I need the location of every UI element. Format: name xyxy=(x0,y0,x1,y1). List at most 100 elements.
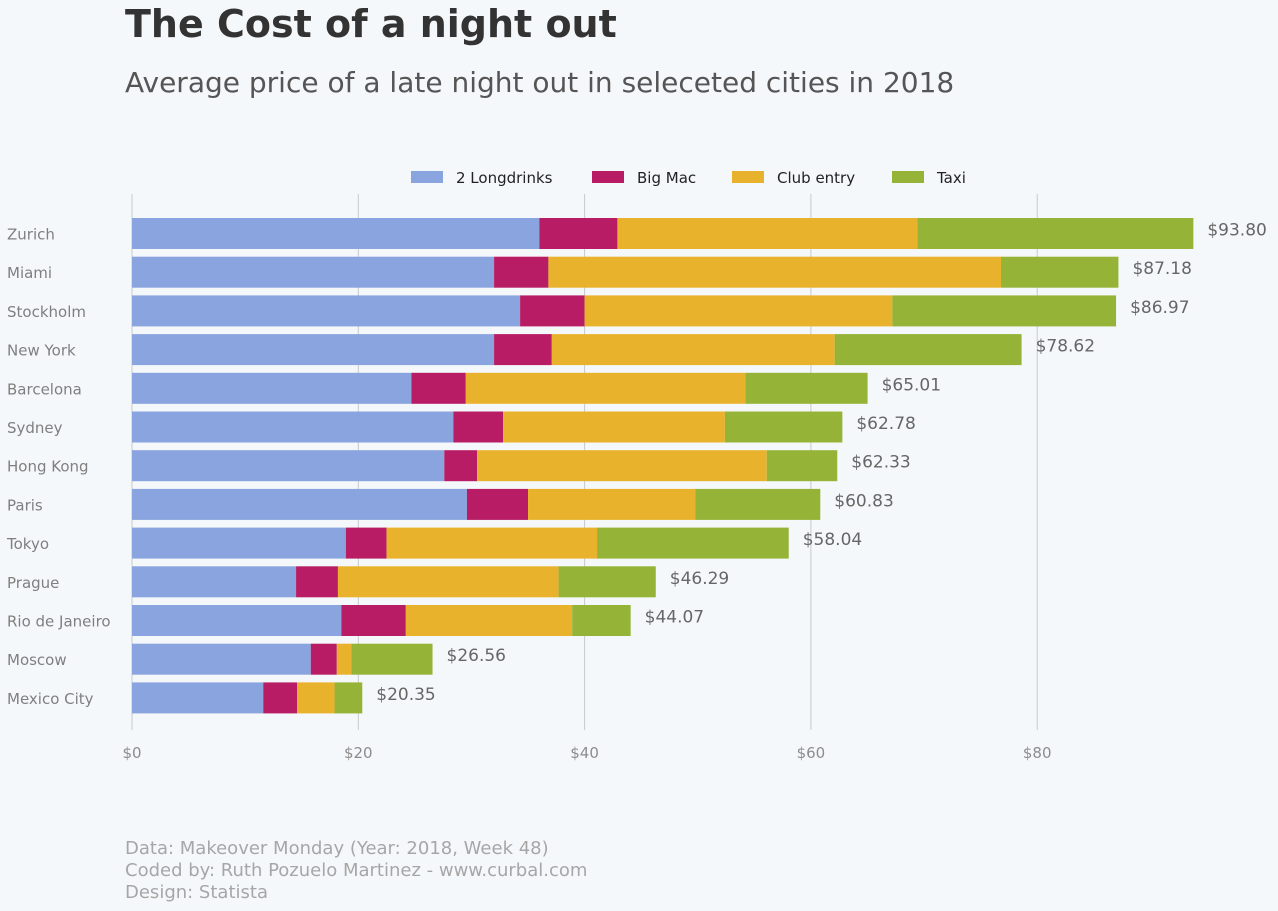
total-label: $62.78 xyxy=(856,414,915,434)
footer-credits: Data: Makeover Monday (Year: 2018, Week … xyxy=(125,838,587,904)
bar-segment xyxy=(539,218,618,249)
x-tick-label: $60 xyxy=(797,744,826,762)
bar-segment xyxy=(132,566,297,598)
total-label: $78.62 xyxy=(1036,337,1095,357)
bar-segment xyxy=(310,643,337,675)
category-label: Barcelona xyxy=(7,380,82,398)
bar-segment xyxy=(503,411,725,443)
total-label: $58.04 xyxy=(803,530,862,550)
legend-swatch xyxy=(592,171,624,183)
bar-segment xyxy=(132,488,467,520)
bar-segment xyxy=(892,295,1117,327)
bar-segment xyxy=(477,450,767,482)
category-label: Zurich xyxy=(7,226,55,244)
category-labels: Zurich Miami Stockholm New York Barcelona Syd… xyxy=(6,226,111,708)
bar-segment xyxy=(494,256,549,288)
bar-segment xyxy=(745,372,868,404)
bar-segment xyxy=(132,218,540,249)
bar-segment xyxy=(584,295,893,327)
total-label: $20.35 xyxy=(376,685,435,705)
category-label: Stockholm xyxy=(7,303,86,321)
legend-label: Big Mac xyxy=(637,169,696,187)
chart-title: The Cost of a night out xyxy=(125,2,617,46)
bar-segment xyxy=(263,682,298,714)
bar-segment xyxy=(405,605,573,636)
bar-segment xyxy=(132,450,445,482)
bar-segment xyxy=(132,643,311,675)
bar-segment xyxy=(132,605,342,636)
bar-segment xyxy=(444,450,478,482)
legend-label: Taxi xyxy=(936,169,966,187)
category-label: Tokyo xyxy=(6,535,49,553)
footer-data-source: Data: Makeover Monday (Year: 2018, Week … xyxy=(125,838,549,859)
bar-segment xyxy=(296,566,338,598)
legend-swatch xyxy=(892,171,924,183)
bar-segment xyxy=(132,334,495,366)
chart-subtitle: Average price of a late night out in sel… xyxy=(125,66,955,99)
total-label: $86.97 xyxy=(1130,298,1189,318)
x-axis-ticks: $0 $20 $40 $60 $80 xyxy=(122,744,1051,762)
bar-segment xyxy=(337,566,559,598)
x-tick-label: $0 xyxy=(122,744,141,762)
bar-segment xyxy=(132,295,521,327)
legend-label: Club entry xyxy=(777,169,855,187)
bar-segment xyxy=(334,682,363,714)
category-label: Paris xyxy=(7,496,43,514)
bar-segment xyxy=(766,450,838,482)
x-tick-label: $40 xyxy=(570,744,599,762)
category-label: Miami xyxy=(7,264,52,282)
bar-segment xyxy=(386,527,598,559)
category-label: Prague xyxy=(7,574,59,592)
bars xyxy=(132,218,1194,714)
footer-design: Design: Statista xyxy=(125,882,268,903)
total-label: $46.29 xyxy=(670,569,729,589)
bar-segment xyxy=(351,643,433,675)
bar-segment xyxy=(572,605,631,636)
legend-swatch xyxy=(411,171,443,183)
total-labels: $93.80 $87.18 $86.97 $78.62 $65.01 $62.78 $62.… xyxy=(376,221,1267,705)
total-label: $87.18 xyxy=(1132,259,1191,279)
bar-segment xyxy=(132,527,346,559)
bar-segment xyxy=(834,334,1022,366)
x-tick-label: $20 xyxy=(344,744,373,762)
bar-segment xyxy=(548,256,1001,288)
bar-segment xyxy=(345,527,387,559)
bar-segment xyxy=(551,334,835,366)
bar-segment xyxy=(724,411,843,443)
category-label: Hong Kong xyxy=(7,458,89,476)
legend-swatch xyxy=(732,171,764,183)
category-label: Sydney xyxy=(7,419,63,437)
bar-segment xyxy=(494,334,552,366)
bar-segment xyxy=(528,488,696,520)
bar-segment xyxy=(132,372,412,404)
total-label: $93.80 xyxy=(1207,221,1266,241)
bar-segment xyxy=(132,256,495,288)
bar-segment xyxy=(297,682,335,714)
category-label: Rio de Janeiro xyxy=(7,613,111,631)
bar-segment xyxy=(597,527,789,559)
footer-coded-by: Coded by: Ruth Pozuelo Martinez - www.cu… xyxy=(125,860,588,881)
bar-segment xyxy=(466,488,529,520)
legend-label: 2 Longdrinks xyxy=(456,169,553,187)
bar-segment xyxy=(132,411,454,443)
category-label: Mexico City xyxy=(7,690,94,708)
total-label: $62.33 xyxy=(851,453,910,473)
bar-segment xyxy=(411,372,466,404)
bar-segment xyxy=(617,218,918,249)
bar-segment xyxy=(1000,256,1119,288)
x-tick-label: $80 xyxy=(1023,744,1052,762)
legend: 2 Longdrinks Big Mac Club entry Taxi xyxy=(411,169,966,187)
total-label: $60.83 xyxy=(834,491,893,511)
bar-segment xyxy=(453,411,504,443)
bar-segment xyxy=(695,488,821,520)
total-label: $44.07 xyxy=(645,608,704,628)
total-label: $65.01 xyxy=(882,375,941,395)
bar-segment xyxy=(558,566,656,598)
category-label: New York xyxy=(7,342,76,360)
total-label: $26.56 xyxy=(447,646,506,666)
bar-segment xyxy=(336,643,352,675)
bar-segment xyxy=(917,218,1194,249)
bar-segment xyxy=(465,372,746,404)
category-label: Moscow xyxy=(7,651,67,669)
